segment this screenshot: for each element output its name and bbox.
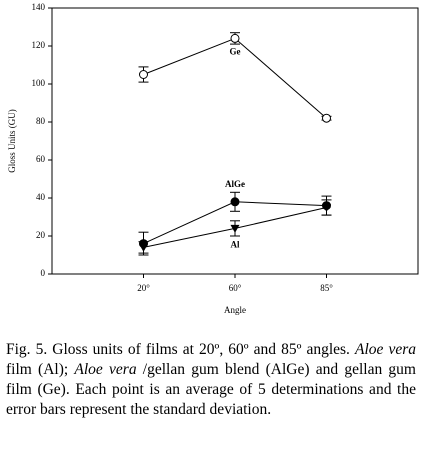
y-tick-label: 80 (36, 116, 46, 126)
y-tick-label: 40 (36, 192, 46, 202)
x-tick-label: 60° (229, 283, 242, 293)
marker (322, 113, 331, 123)
caption-text: film (Al); (6, 361, 75, 378)
marker (230, 224, 240, 233)
y-tick-label: 60 (36, 154, 46, 164)
y-tick-label: 140 (32, 2, 46, 12)
y-tick-label: 0 (41, 268, 46, 278)
x-axis-label: Angle (224, 305, 246, 315)
caption-text: /gellan gum blend (AlGe) and gellan gum … (6, 361, 416, 418)
marker (139, 70, 148, 79)
marker (322, 204, 331, 212)
chart: Gloss Units (GU) Angle 0 20 40 60 80 100 120 14… (7, 2, 419, 315)
caption: Fig. 5. Gloss units of films at 20º, 60º… (6, 340, 416, 420)
caption-text: Aloe vera (74, 361, 137, 378)
y-tick-label: 20 (36, 230, 46, 240)
x-tick-label: 20° (137, 283, 150, 293)
marker (230, 33, 240, 43)
y-tick-label: 120 (32, 40, 46, 50)
x-tick-label: 85° (320, 283, 333, 293)
caption-text: Fig. 5. Gloss units of films at 20º, 60º… (6, 341, 355, 358)
marker (139, 243, 148, 252)
caption-text: Aloe vera (354, 341, 416, 358)
series-label: Al (231, 239, 240, 249)
y-axis-label: Gloss Units (GU) (7, 109, 17, 173)
y-tick-label: 100 (32, 78, 46, 88)
series-label: AlGe (225, 179, 245, 189)
series-label: Ge (230, 46, 241, 56)
marker (230, 197, 240, 207)
